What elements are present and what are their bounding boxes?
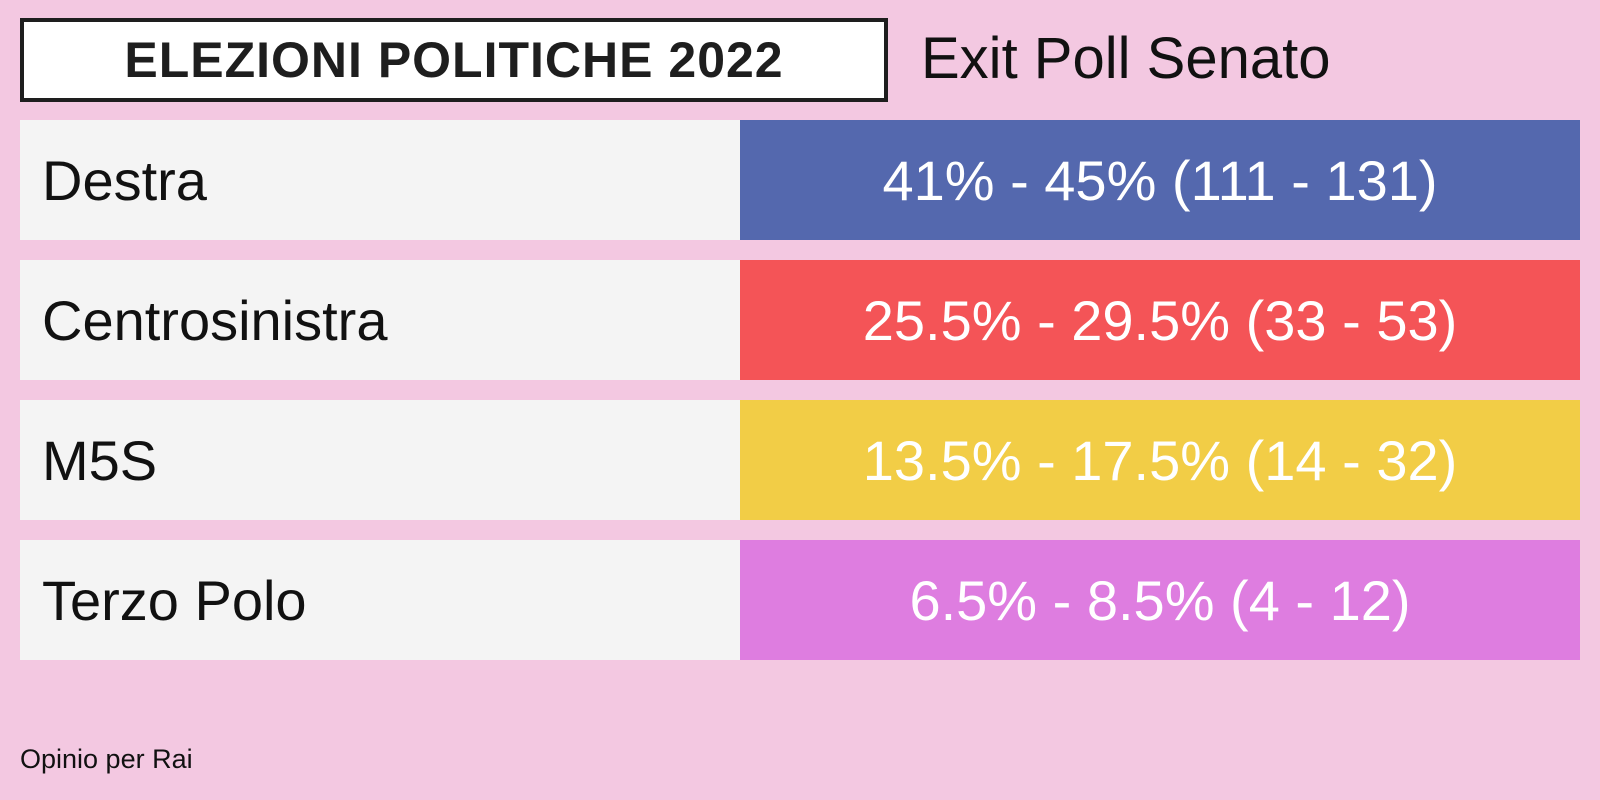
- party-cell: Destra: [20, 120, 740, 240]
- result-cell: 25.5% - 29.5% (33 - 53): [740, 260, 1580, 380]
- party-cell: M5S: [20, 400, 740, 520]
- result-cell: 41% - 45% (111 - 131): [740, 120, 1580, 240]
- table-row: Destra 41% - 45% (111 - 131): [20, 120, 1580, 240]
- party-cell: Centrosinistra: [20, 260, 740, 380]
- table-row: Terzo Polo 6.5% - 8.5% (4 - 12): [20, 540, 1580, 660]
- table-row: Centrosinistra 25.5% - 29.5% (33 - 53): [20, 260, 1580, 380]
- source: Opinio per Rai: [20, 744, 193, 774]
- result-cell: 13.5% - 17.5% (14 - 32): [740, 400, 1580, 520]
- party-cell: Terzo Polo: [20, 540, 740, 660]
- badge: ELEZIONI POLITICHE 2022: [20, 18, 888, 102]
- table-row: M5S 13.5% - 17.5% (14 - 32): [20, 400, 1580, 520]
- title: Exit Poll Senato: [921, 26, 1331, 91]
- result-cell: 6.5% - 8.5% (4 - 12): [740, 540, 1580, 660]
